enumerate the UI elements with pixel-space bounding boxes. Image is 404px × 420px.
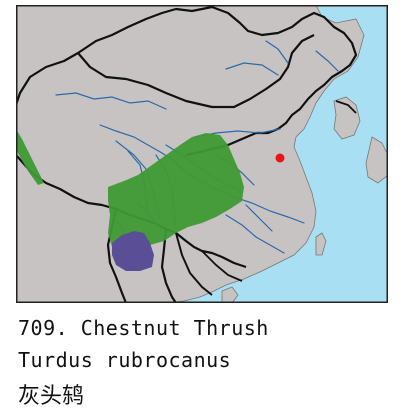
hainan-island [221,286,239,303]
china-west-border [16,52,79,106]
korea-peninsula [333,96,361,140]
species-chinese-name: 灰头鸫 [18,384,85,409]
resident-range-main [108,133,244,251]
korea-border [335,100,357,114]
range-map [16,5,388,303]
vagrant-record-dot [275,153,285,163]
species-number-and-english-name: 709. Chestnut Thrush [18,316,269,340]
china-border [77,5,358,157]
species-scientific-name: Turdus rubrocanus [18,348,232,372]
resident-range-west-strip [16,129,44,185]
indochina-border [160,228,177,303]
winter-range [112,231,154,271]
taiwan-island [315,232,327,256]
laos-vietnam-border [175,232,213,296]
japan-islands [365,136,388,184]
mongolia-border [77,34,315,109]
map-border [16,5,388,303]
south-china-coast [201,250,243,282]
